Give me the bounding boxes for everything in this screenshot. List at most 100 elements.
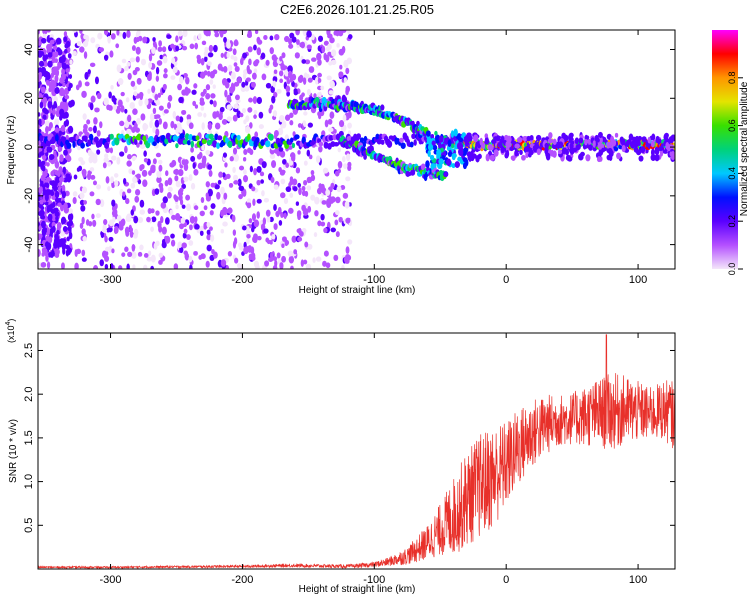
heatmap-cell [155, 66, 160, 75]
heatmap-cell [46, 227, 51, 235]
heatmap-cell [181, 109, 187, 115]
heatmap-cell [119, 151, 125, 157]
heatmap-cell [114, 203, 118, 210]
heatmap-cell [317, 35, 324, 42]
heatmap-cell [243, 175, 249, 183]
heatmap-cell [303, 111, 308, 116]
heatmap-cell [493, 136, 498, 142]
heatmap-cell [598, 136, 603, 144]
heatmap-cell [46, 205, 51, 213]
heatmap-cell [409, 169, 416, 176]
heatmap-cell [327, 43, 332, 50]
heatmap-cell [256, 47, 262, 56]
heatmap-cell [54, 118, 60, 127]
heatmap-cell [39, 199, 44, 205]
heatmap-cell [338, 48, 345, 56]
heatmap-cell [289, 32, 295, 39]
heatmap-cell [464, 158, 469, 167]
heatmap-cell [205, 181, 210, 188]
heatmap-cell [245, 77, 251, 82]
heatmap-cell [97, 32, 103, 40]
heatmap-cell [289, 192, 294, 198]
heatmap-cell [217, 135, 223, 141]
heatmap-cell [219, 106, 225, 113]
heatmap-cell [200, 106, 205, 111]
heatmap-cell [118, 223, 124, 231]
heatmap-cell [429, 154, 435, 161]
heatmap-cell [155, 75, 160, 82]
heatmap-cell [54, 74, 59, 83]
heatmap-cell [256, 198, 262, 204]
heatmap-cell [46, 261, 51, 269]
heatmap-cell [49, 39, 55, 45]
heatmap-cell [136, 77, 142, 85]
heatmap-cell [89, 167, 95, 172]
heatmap-cell [659, 149, 664, 157]
heatmap-cell [69, 59, 73, 65]
heatmap-cell [89, 102, 94, 111]
heatmap-cell [142, 36, 148, 44]
heatmap-cell [46, 162, 50, 167]
heatmap-cell [148, 53, 153, 62]
heatmap-cell [91, 213, 95, 220]
heatmap-cell [238, 165, 245, 171]
heatmap-cell [105, 176, 110, 184]
heatmap-cell [164, 180, 169, 187]
heatmap-cell [158, 118, 163, 125]
heatmap-cell [234, 94, 240, 101]
heatmap-cell [52, 215, 57, 222]
heatmap-cell [273, 184, 279, 190]
heatmap-cell [288, 207, 294, 214]
heatmap-cell [56, 222, 62, 230]
heatmap-cell [356, 133, 362, 140]
heatmap-cell [67, 53, 72, 59]
heatmap-cell [137, 216, 144, 223]
heatmap-cell [146, 216, 151, 223]
heatmap-cell [611, 139, 617, 147]
heatmap-cell [147, 250, 152, 256]
heatmap-cell [54, 86, 60, 95]
heatmap-cell [41, 165, 46, 172]
heatmap-cell [336, 43, 340, 48]
heatmap-cell [315, 256, 322, 262]
heatmap-cell [325, 54, 330, 63]
heatmap-cell [105, 246, 111, 252]
heatmap-cell [127, 251, 133, 258]
heatmap-cell [72, 50, 77, 56]
heatmap-cell [92, 219, 97, 227]
heatmap-cell [40, 261, 47, 268]
heatmap-cell [345, 246, 350, 254]
heatmap-cell [206, 221, 211, 228]
heatmap-cell [271, 256, 278, 261]
heatmap-cell [124, 120, 130, 129]
heatmap-cell [42, 33, 47, 40]
heatmap-cell [79, 30, 83, 34]
heatmap-cell [228, 182, 234, 188]
heatmap-cell [178, 126, 183, 134]
heatmap-cell [177, 83, 183, 91]
heatmap-cell [298, 227, 302, 236]
heatmap-cell [183, 73, 188, 78]
heatmap-cell [140, 163, 145, 170]
heatmap-y-tick-label: 20 [23, 92, 35, 104]
heatmap-cell [111, 155, 117, 161]
heatmap-cell [38, 118, 42, 126]
heatmap-cell [190, 182, 196, 190]
heatmap-cell [416, 120, 420, 127]
heatmap-cell [457, 156, 462, 162]
heatmap-cell [155, 100, 161, 106]
heatmap-cell [65, 40, 71, 48]
colorbar-gradient [712, 30, 738, 269]
heatmap-cell [110, 33, 116, 40]
heatmap-cell [278, 147, 284, 152]
heatmap-cell [72, 30, 78, 33]
heatmap-cell [152, 158, 157, 165]
heatmap-cell [113, 173, 119, 178]
heatmap-cell [265, 209, 271, 217]
heatmap-cell [629, 140, 636, 149]
heatmap-cell [131, 243, 136, 252]
heatmap-cell [177, 30, 183, 37]
heatmap-cell [258, 124, 264, 129]
heatmap-cell [306, 30, 312, 38]
heatmap-cell [199, 210, 205, 217]
